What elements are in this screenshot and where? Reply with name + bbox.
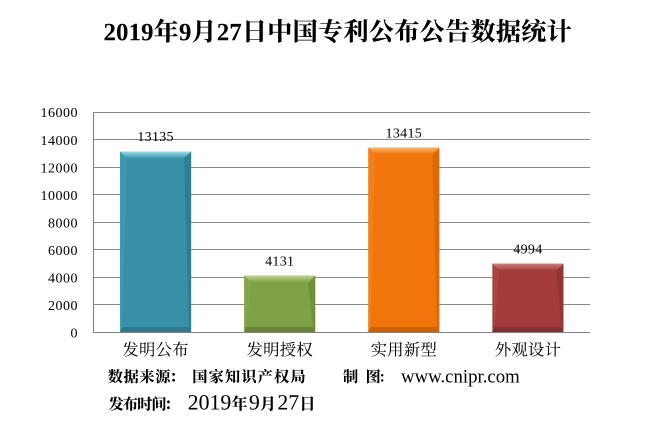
svg-text:4000: 4000 [48, 272, 78, 287]
svg-text:13135: 13135 [137, 130, 174, 145]
svg-text:10000: 10000 [41, 189, 79, 204]
svg-text:0: 0 [71, 327, 79, 342]
svg-text:4131: 4131 [265, 254, 294, 269]
svg-text:4994: 4994 [513, 242, 542, 257]
svg-text:6000: 6000 [48, 244, 78, 259]
svg-text:www.cnipr.com: www.cnipr.com [401, 367, 520, 388]
svg-text:14000: 14000 [41, 134, 79, 149]
svg-text:16000: 16000 [41, 106, 79, 121]
svg-text:8000: 8000 [48, 216, 78, 231]
svg-text:13415: 13415 [386, 126, 423, 141]
svg-text:2000: 2000 [48, 299, 78, 314]
svg-text:12000: 12000 [41, 161, 79, 176]
